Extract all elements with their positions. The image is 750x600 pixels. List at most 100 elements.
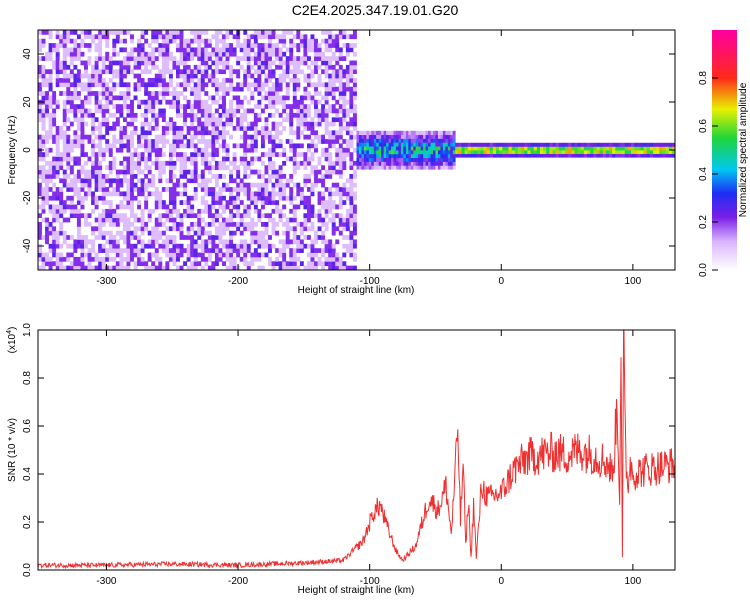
heatmap-cell: [278, 73, 283, 79]
heatmap-cell: [253, 191, 258, 197]
heatmap-cell: [137, 160, 142, 166]
heatmap-cell: [371, 138, 375, 143]
heatmap-cell: [225, 243, 230, 249]
heatmap-cell: [289, 261, 294, 267]
heatmap-cell: [386, 150, 389, 155]
heatmap-cell: [48, 187, 53, 192]
heatmap-cell: [352, 222, 357, 227]
heatmap-cell: [328, 208, 333, 214]
heatmap-cell: [282, 239, 287, 245]
heatmap-cell: [158, 204, 163, 210]
heatmap-cell: [299, 195, 304, 201]
heatmap-cell: [461, 153, 466, 158]
heatmap-cell: [119, 82, 124, 88]
heatmap-cell: [243, 38, 248, 44]
heatmap-cell: [130, 112, 134, 118]
heatmap-cell: [214, 91, 219, 96]
heatmap-cell: [144, 265, 149, 270]
heatmap-cell: [204, 108, 209, 114]
heatmap-cell: [122, 82, 127, 88]
heatmap-cell: [204, 51, 209, 57]
heatmap-cell: [440, 157, 444, 162]
heatmap-cell: [183, 117, 188, 123]
heatmap-cell: [186, 265, 191, 270]
heatmap-cell: [161, 95, 166, 101]
heatmap-cell: [289, 56, 294, 61]
heatmap-cell: [264, 56, 269, 61]
heatmap-cell: [130, 38, 134, 44]
heatmap-cell: [599, 150, 604, 154]
heatmap-cell: [561, 146, 566, 151]
heatmap-cell: [200, 217, 205, 223]
heatmap-cell: [222, 47, 226, 53]
heatmap-cell: [314, 104, 318, 109]
heatmap-cell: [310, 187, 315, 192]
heatmap-cell: [243, 143, 248, 149]
heatmap-cell: [94, 235, 99, 240]
heatmap-cell: [268, 34, 272, 40]
heatmap-cell: [571, 150, 575, 154]
heatmap-cell: [38, 91, 42, 96]
heatmap-cell: [69, 143, 74, 149]
heatmap-cell: [275, 174, 280, 179]
heatmap-cell: [328, 30, 333, 35]
heatmap-cell: [232, 86, 237, 92]
heatmap-cell: [303, 91, 308, 96]
heatmap-cell: [161, 222, 166, 227]
heatmap-cell: [98, 143, 103, 149]
heatmap-cell: [386, 130, 389, 136]
heatmap-cell: [207, 204, 212, 210]
heatmap-cell: [38, 30, 42, 35]
heatmap-cell: [612, 142, 616, 147]
heatmap-cell: [246, 82, 251, 88]
heatmap-cell: [243, 152, 248, 157]
heatmap-cell: [214, 208, 219, 214]
heatmap-cell: [378, 138, 382, 143]
heatmap-cell: [356, 146, 360, 151]
heatmap-cell: [94, 187, 99, 192]
heatmap-cell: [176, 265, 180, 270]
heatmap-cell: [418, 153, 422, 159]
heatmap-cell: [55, 156, 60, 162]
heatmap-cell: [246, 195, 251, 201]
heatmap-cell: [260, 51, 265, 57]
heatmap-cell: [76, 78, 81, 83]
heatmap-cell: [363, 134, 367, 139]
heatmap-cell: [349, 252, 354, 258]
heatmap-cell: [260, 108, 265, 114]
heatmap-cell: [314, 213, 318, 219]
heatmap-cell: [91, 91, 96, 96]
heatmap-cell: [303, 217, 308, 223]
heatmap-cell: [193, 99, 198, 105]
heatmap-cell: [154, 222, 159, 227]
heatmap-cell: [108, 86, 113, 92]
heatmap-cell: [98, 56, 103, 61]
heatmap-cell: [80, 204, 85, 210]
heatmap-cell: [73, 248, 78, 253]
heatmap-cell: [73, 208, 78, 214]
heatmap-cell: [296, 160, 301, 166]
heatmap-cell: [119, 248, 124, 253]
heatmap-cell: [200, 47, 205, 53]
heatmap-cell: [246, 51, 251, 57]
heatmap-cell: [38, 143, 42, 149]
heatmap-cell: [154, 34, 159, 40]
heatmap-cell: [105, 86, 110, 92]
heatmap-cell: [200, 104, 205, 109]
heatmap-cell: [292, 69, 297, 75]
heatmap-cell: [179, 265, 184, 270]
heatmap-cell: [558, 146, 563, 151]
heatmap-cell: [257, 51, 262, 57]
heatmap-cell: [62, 182, 67, 188]
heatmap-cell: [232, 152, 237, 157]
heatmap-cell: [126, 187, 131, 192]
heatmap-cell: [268, 152, 272, 157]
heatmap-cell: [236, 69, 241, 75]
heatmap-cell: [352, 174, 357, 179]
heatmap-cell: [147, 130, 152, 136]
heatmap-cell: [400, 150, 404, 155]
heatmap-cell: [306, 243, 311, 249]
heatmap-cell: [250, 256, 255, 262]
heatmap-cell: [218, 69, 223, 75]
heatmap-cell: [292, 261, 297, 267]
